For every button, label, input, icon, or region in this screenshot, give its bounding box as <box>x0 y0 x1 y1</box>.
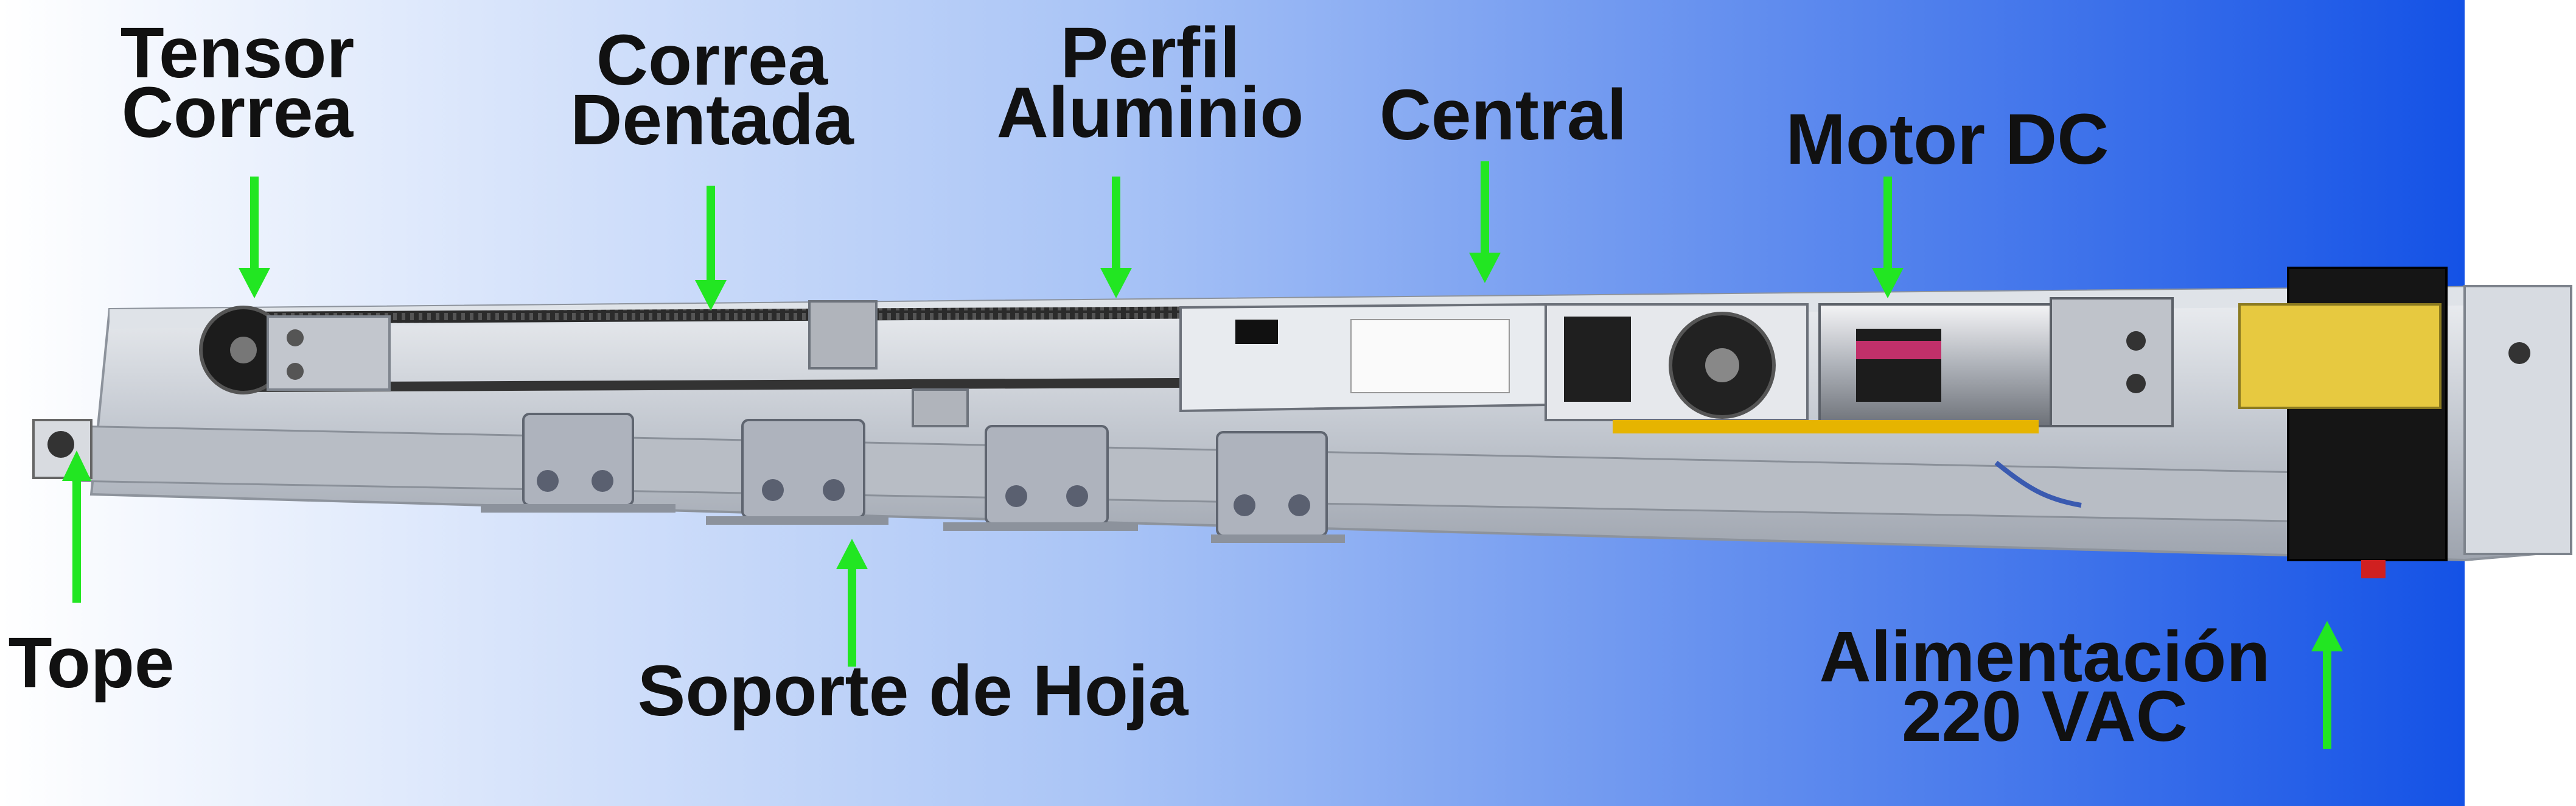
arrow-tensor-correa <box>239 177 270 298</box>
tensioner-pulley-hub <box>230 337 257 363</box>
label-correa-dentada: Correa Dentada <box>570 20 854 160</box>
end-cap-right <box>2463 285 2572 555</box>
label-central: Central <box>1379 75 1627 155</box>
end-cap-bolt <box>2508 342 2530 364</box>
dc-motor-label <box>1856 329 1941 402</box>
dc-motor-label-stripe <box>1856 341 1941 359</box>
drive-belt-segment <box>1564 317 1631 402</box>
label-motor-dc: Motor DC <box>1785 99 2109 180</box>
gearbox <box>2050 297 2174 427</box>
door-hanger-3 <box>943 425 1138 531</box>
label-perfil-aluminio: Perfil Aluminio <box>996 13 1304 153</box>
door-hanger-1 <box>481 413 675 513</box>
label-tensor-correa: Tensor Correa <box>120 13 355 153</box>
gearbox-bolt-2 <box>2126 374 2146 393</box>
label-tope: Tope <box>8 623 175 703</box>
belt-clamp <box>808 300 878 370</box>
tensioner-bracket <box>267 315 391 391</box>
control-unit-label <box>1350 319 1510 393</box>
control-unit-display <box>1235 320 1278 344</box>
door-hanger-4 <box>1211 431 1345 543</box>
gearbox-bolt-1 <box>2126 331 2146 351</box>
end-stop-knob <box>47 431 74 458</box>
arrow-soporte-de-hoja <box>836 539 868 667</box>
label-alimentacion: Alimentación 220 VAC <box>1819 617 2271 757</box>
power-switch <box>2361 560 2386 578</box>
yellow-cable <box>1613 420 2039 433</box>
label-soporte-de-hoja: Soporte de Hoja <box>637 651 1189 731</box>
arrow-motor-dc <box>1872 177 1904 298</box>
tensioner-bolt-2 <box>287 363 304 380</box>
arrow-correa-dentada <box>695 186 727 310</box>
drive-pulley-hub <box>1705 348 1739 382</box>
arrow-perfil-aluminio <box>1100 177 1132 298</box>
arrow-alimentacion <box>2311 621 2343 749</box>
arrow-tope <box>62 450 91 603</box>
transformer-label <box>2238 303 2442 409</box>
arrow-central <box>1469 161 1501 283</box>
wiring-cable <box>1994 460 2082 508</box>
belt-clamp-small <box>912 388 969 427</box>
door-hanger-2 <box>706 419 888 525</box>
tensioner-bolt-1 <box>287 329 304 346</box>
